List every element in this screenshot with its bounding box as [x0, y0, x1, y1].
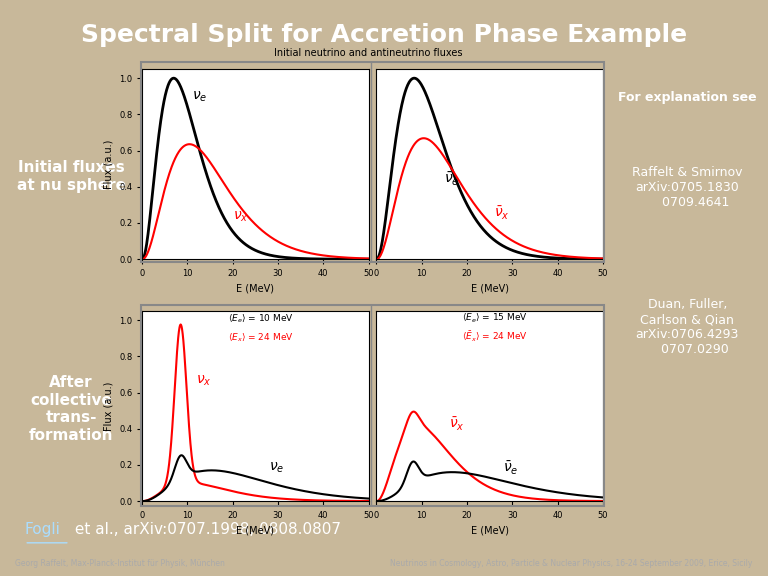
Text: Raffelt & Smirnov
arXiv:0705.1830
    0709.4641: Raffelt & Smirnov arXiv:0705.1830 0709.4…	[632, 166, 743, 209]
Text: $\bar{\nu}_e$: $\bar{\nu}_e$	[503, 459, 518, 476]
Text: Fogli: Fogli	[25, 522, 60, 537]
Text: $\langle\bar{E}_x\rangle$ = 24 MeV: $\langle\bar{E}_x\rangle$ = 24 MeV	[462, 329, 528, 343]
Y-axis label: Flux (a.u.): Flux (a.u.)	[104, 139, 114, 189]
Text: Duan, Fuller,
Carlson & Qian
arXiv:0706.4293
    0707.0290: Duan, Fuller, Carlson & Qian arXiv:0706.…	[636, 298, 739, 356]
Text: For explanation see: For explanation see	[618, 91, 756, 104]
X-axis label: E (MeV): E (MeV)	[471, 525, 508, 536]
Text: Neutrinos in Cosmology, Astro, Particle & Nuclear Physics, 16-24 September 2009,: Neutrinos in Cosmology, Astro, Particle …	[390, 559, 753, 567]
Text: After
collective
trans-
formation: After collective trans- formation	[28, 376, 114, 442]
X-axis label: E (MeV): E (MeV)	[237, 525, 274, 536]
Text: $\bar{\nu}_e$: $\bar{\nu}_e$	[444, 170, 460, 188]
Text: $\langle E_e\rangle$ = 10 MeV: $\langle E_e\rangle$ = 10 MeV	[228, 312, 294, 324]
X-axis label: E (MeV): E (MeV)	[237, 283, 274, 294]
Text: Initial neutrino and antineutrino fluxes: Initial neutrino and antineutrino fluxes	[274, 48, 463, 58]
Text: $\nu_e$: $\nu_e$	[269, 460, 284, 475]
Text: $\nu_x$: $\nu_x$	[197, 373, 212, 388]
Text: Spectral Split for Accretion Phase Example: Spectral Split for Accretion Phase Examp…	[81, 22, 687, 47]
Text: $\bar{\nu}_x$: $\bar{\nu}_x$	[449, 416, 465, 433]
Text: et al., arXiv:0707.1998, 0808.0807: et al., arXiv:0707.1998, 0808.0807	[70, 522, 341, 537]
Y-axis label: Flux (a.u.): Flux (a.u.)	[104, 381, 114, 431]
Text: $\langle\bar{E}_e\rangle$ = 15 MeV: $\langle\bar{E}_e\rangle$ = 15 MeV	[462, 310, 528, 324]
Text: $\nu_e$: $\nu_e$	[192, 90, 207, 104]
Text: $\nu_x$: $\nu_x$	[233, 209, 248, 223]
X-axis label: E (MeV): E (MeV)	[471, 283, 508, 294]
Text: Initial fluxes
at nu sphere: Initial fluxes at nu sphere	[17, 161, 125, 193]
Text: $\bar{\nu}_x$: $\bar{\nu}_x$	[494, 204, 510, 222]
Text: $\langle E_x\rangle$ = 24 MeV: $\langle E_x\rangle$ = 24 MeV	[228, 331, 294, 343]
Text: Georg Raffelt, Max-Planck-Institut für Physik, München: Georg Raffelt, Max-Planck-Institut für P…	[15, 559, 225, 567]
